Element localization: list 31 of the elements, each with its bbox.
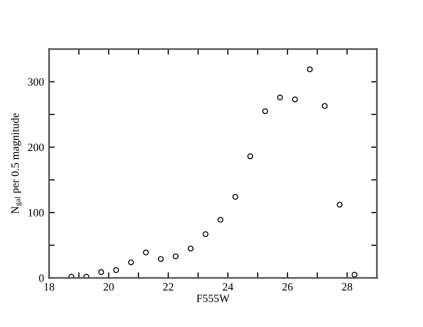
x-tick-label: 24 <box>222 283 234 291</box>
point <box>188 246 194 252</box>
point <box>172 253 179 260</box>
point <box>68 274 74 278</box>
point <box>247 153 254 160</box>
point <box>292 96 298 102</box>
x-tick-label: 28 <box>342 283 352 291</box>
x-tick-label: 20 <box>104 283 114 291</box>
point <box>113 267 120 274</box>
point <box>98 269 104 275</box>
point <box>277 94 283 100</box>
point <box>352 272 358 278</box>
point <box>336 202 343 208</box>
point <box>202 231 208 238</box>
point <box>306 66 313 72</box>
point <box>218 216 224 223</box>
y-tick-label: 0 <box>39 274 44 282</box>
point <box>143 250 149 256</box>
point <box>322 103 328 109</box>
x-tick-label: 22 <box>163 283 174 291</box>
point <box>262 108 268 114</box>
point <box>158 256 164 262</box>
y-tick-label: 100 <box>28 209 44 217</box>
x-axis-title: F555W <box>196 294 230 302</box>
x-tick-label: 26 <box>282 283 293 291</box>
y-axis-title: N$_{gal}$ per 0.5 magnitude <box>10 113 22 214</box>
y-tick-label: 200 <box>28 144 44 152</box>
x-tick-label: 18 <box>44 283 54 291</box>
y-tick-label: 300 <box>28 78 44 86</box>
point <box>232 194 238 200</box>
point <box>128 259 134 266</box>
